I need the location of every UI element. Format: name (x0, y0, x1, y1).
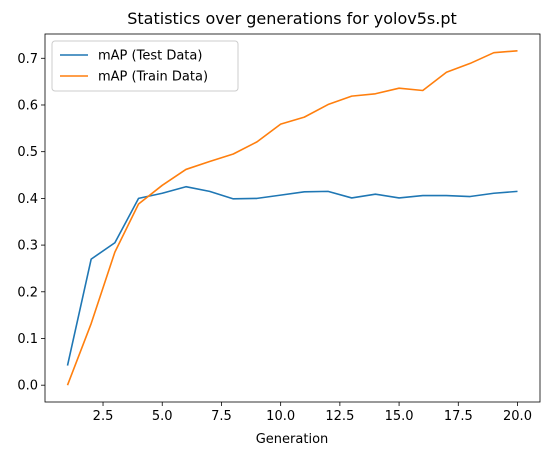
y-tick-label: 0.4 (17, 192, 38, 207)
y-tick-label: 0.0 (17, 379, 38, 394)
x-tick-label: 10.0 (266, 409, 295, 424)
series-line-1 (66, 185, 518, 366)
x-axis-label: Generation (256, 432, 329, 447)
x-tick-label: 15.0 (385, 409, 414, 424)
series-layer (66, 50, 518, 386)
series-line-2 (66, 50, 518, 386)
y-tick-label: 0.1 (17, 332, 38, 347)
y-tick-label: 0.7 (17, 52, 38, 67)
x-tick-label: 5.0 (152, 409, 173, 424)
legend-label-2: mAP (Train Data) (98, 70, 208, 85)
chart-title: Statistics over generations for yolov5s.… (127, 9, 457, 28)
x-tick-label: 17.5 (444, 409, 473, 424)
x-tick-label: 7.5 (211, 409, 232, 424)
y-tick-label: 0.2 (17, 285, 38, 300)
y-tick-label: 0.5 (17, 145, 38, 160)
legend-frame (51, 40, 239, 92)
legend-label-1: mAP (Test Data) (98, 49, 202, 64)
y-tick-label: 0.6 (17, 98, 38, 113)
y-axis: 0.0 0.1 0.2 0.3 0.4 0.5 0.6 0.7 (17, 52, 45, 394)
legend: mAP (Test Data) mAP (Train Data) (51, 40, 239, 92)
x-tick-label: 2.5 (93, 409, 114, 424)
x-axis: 2.5 5.0 7.5 10.0 12.5 15.0 17.5 20.0 (93, 402, 532, 424)
y-tick-label: 0.3 (17, 239, 38, 254)
x-tick-label: 12.5 (325, 409, 354, 424)
x-tick-label: 20.0 (503, 409, 532, 424)
